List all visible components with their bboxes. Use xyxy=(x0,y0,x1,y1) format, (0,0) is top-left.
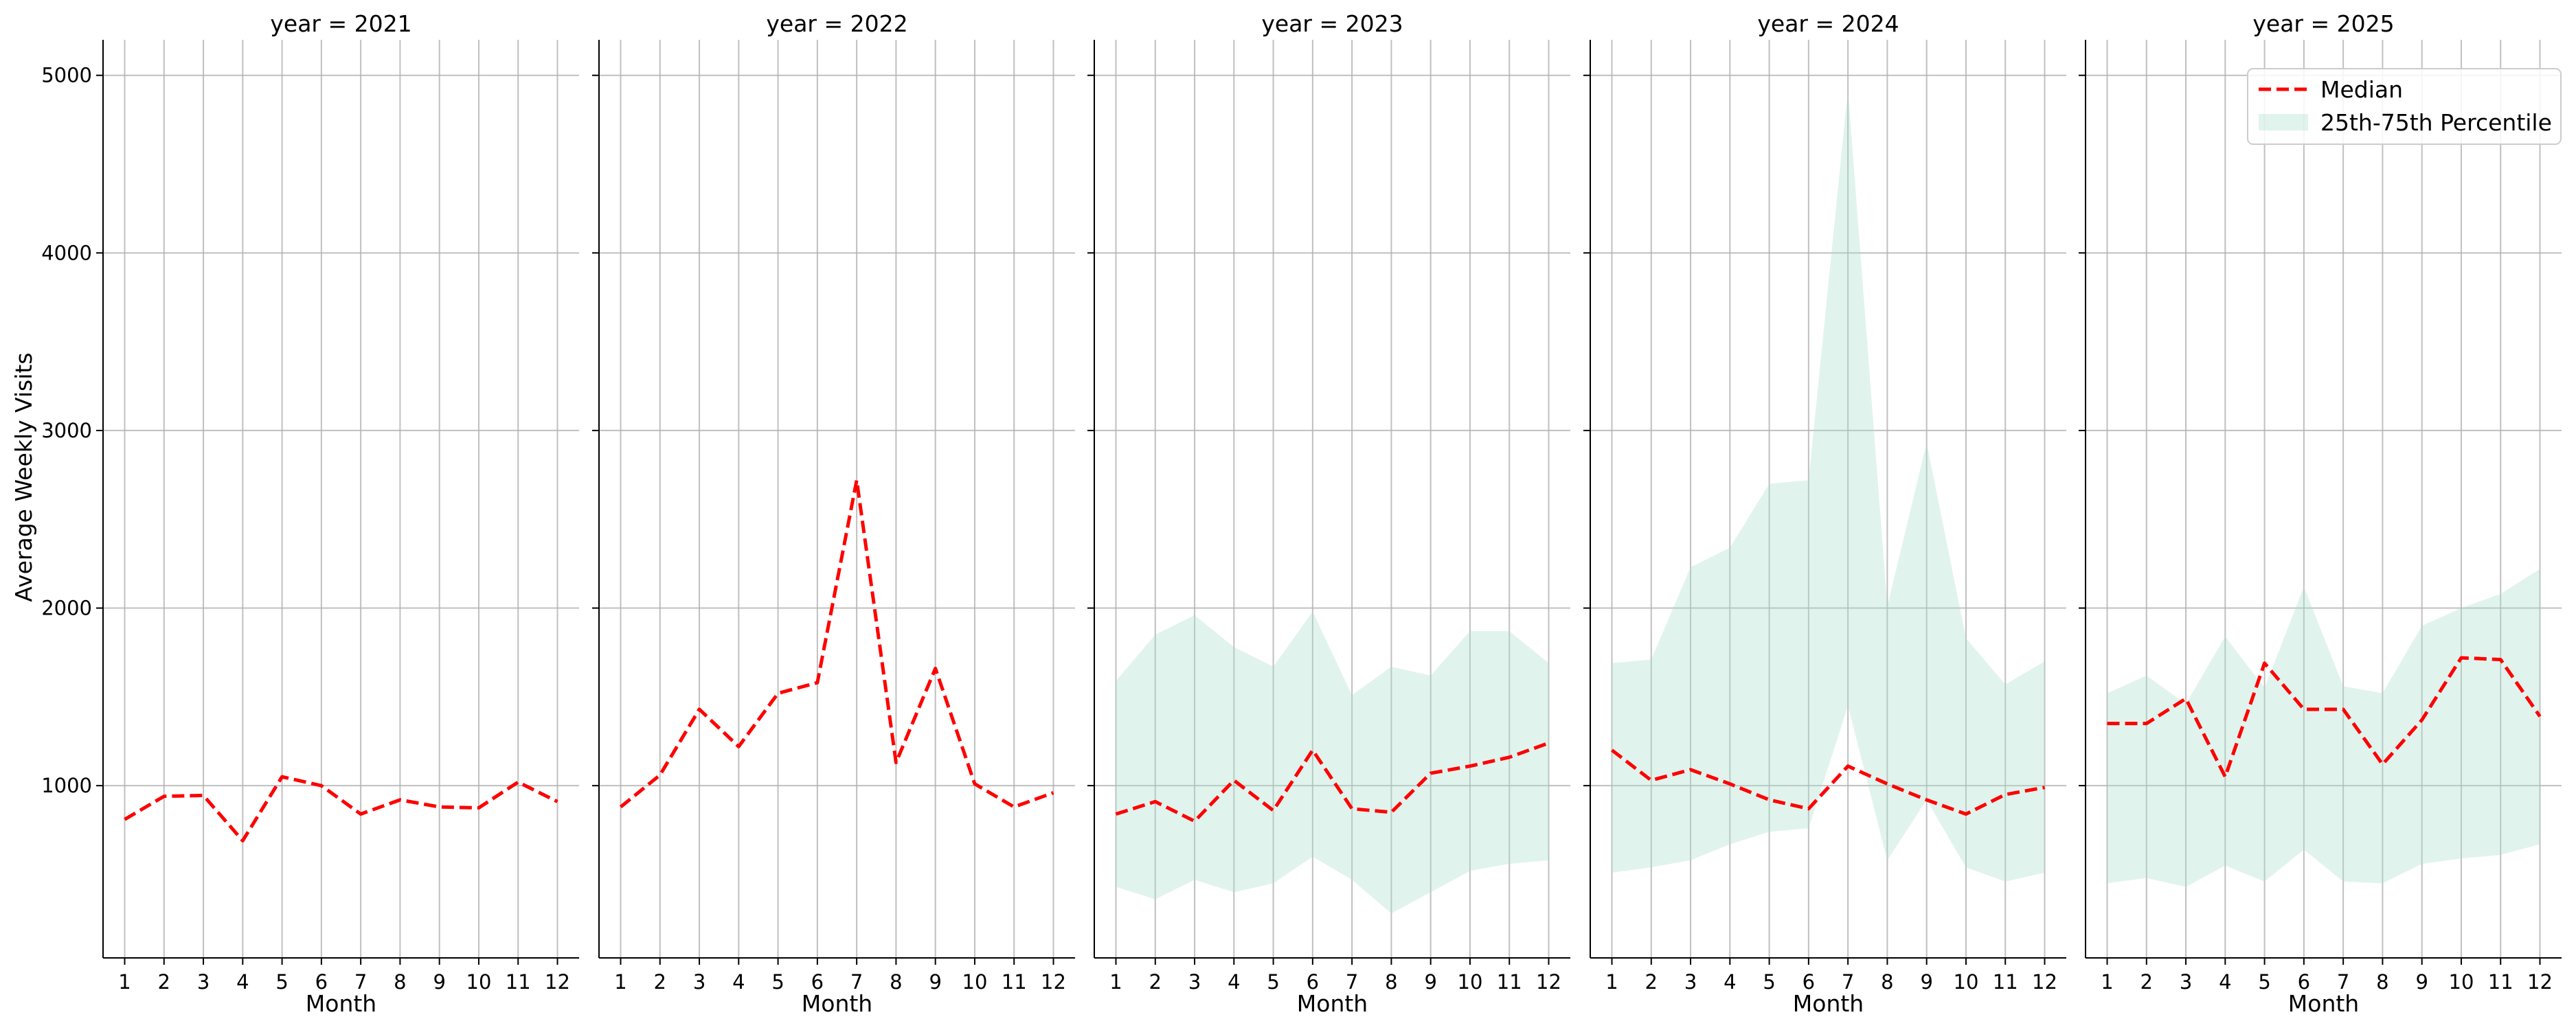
x-tick-label: 1 xyxy=(1605,970,1618,994)
x-tick-label: 3 xyxy=(197,970,210,994)
panel-1: 1 2 3 4 5 6 7 8 9 10 11 1210002000300040005000year … xyxy=(41,10,579,1017)
x-tick-label: 1 xyxy=(1109,970,1122,994)
x-tick-label: 4 xyxy=(2219,970,2231,994)
legend-band-swatch xyxy=(2259,114,2308,130)
x-tick-label: 4 xyxy=(236,970,249,994)
x-tick-label: 8 xyxy=(1881,970,1893,994)
y-tick-label: 5000 xyxy=(41,64,92,87)
x-tick-label: 11 xyxy=(1002,970,1027,994)
legend: Median 25th-75th Percentile xyxy=(2247,68,2562,145)
x-tick-label: 9 xyxy=(1920,970,1932,994)
x-tick-label: 4 xyxy=(1724,970,1736,994)
x-tick-label: 1 xyxy=(614,970,626,994)
median-line xyxy=(1115,741,1550,823)
x-tick-label: 12 xyxy=(1536,970,1561,994)
x-tick-label: 6 xyxy=(1803,970,1815,994)
x-tick-label: 7 xyxy=(354,970,367,994)
x-tick-label: 2 xyxy=(1645,970,1658,994)
x-tick-label: 8 xyxy=(1385,970,1397,994)
x-axis-label: Month xyxy=(2288,990,2359,1017)
x-tick-label: 7 xyxy=(1842,970,1854,994)
x-tick-label: 12 xyxy=(2032,970,2057,994)
y-tick-label: 1000 xyxy=(41,774,92,797)
x-tick-label: 7 xyxy=(850,970,863,994)
x-tick-label: 3 xyxy=(2180,970,2192,994)
x-tick-label: 2 xyxy=(2140,970,2153,994)
y-tick-label: 4000 xyxy=(41,241,92,264)
y-axis-label: Average Weekly Visits xyxy=(10,352,37,602)
x-tick-label: 3 xyxy=(693,970,705,994)
x-tick-label: 11 xyxy=(2488,970,2513,994)
percentile-band xyxy=(1612,89,2045,882)
x-tick-label: 10 xyxy=(962,970,988,994)
panel-title: year = 2025 xyxy=(2252,10,2394,37)
x-tick-label: 9 xyxy=(2415,970,2428,994)
x-tick-label: 3 xyxy=(1188,970,1201,994)
x-tick-label: 5 xyxy=(275,970,288,994)
median-line xyxy=(619,478,1054,809)
x-tick-label: 12 xyxy=(545,970,570,994)
x-tick-label: 3 xyxy=(1684,970,1697,994)
percentile-band xyxy=(1116,611,1549,914)
x-tick-label: 1 xyxy=(118,970,131,994)
x-tick-label: 7 xyxy=(2337,970,2349,994)
legend-median-label: Median xyxy=(2320,76,2403,103)
median-line xyxy=(1610,748,2045,816)
x-tick-label: 11 xyxy=(506,970,531,994)
x-tick-label: 8 xyxy=(394,970,406,994)
y-tick-label: 2000 xyxy=(41,597,92,620)
x-tick-label: 6 xyxy=(811,970,824,994)
x-tick-label: 6 xyxy=(1307,970,1319,994)
x-tick-label: 5 xyxy=(1763,970,1775,994)
x-tick-label: 11 xyxy=(1993,970,2018,994)
x-tick-label: 10 xyxy=(466,970,492,994)
panel-title: year = 2023 xyxy=(1261,10,1403,37)
y-tick-label: 3000 xyxy=(41,419,92,442)
legend-band-label: 25th-75th Percentile xyxy=(2320,109,2552,136)
x-tick-label: 6 xyxy=(2298,970,2310,994)
x-tick-label: 1 xyxy=(2101,970,2113,994)
x-tick-label: 6 xyxy=(315,970,328,994)
x-tick-label: 7 xyxy=(1346,970,1358,994)
x-tick-label: 12 xyxy=(2527,970,2553,994)
x-tick-label: 2 xyxy=(654,970,666,994)
x-tick-label: 4 xyxy=(1228,970,1240,994)
x-axis-label: Month xyxy=(802,990,872,1017)
x-tick-label: 9 xyxy=(1424,970,1436,994)
x-tick-label: 4 xyxy=(732,970,745,994)
chart-panels: 1 2 3 4 5 6 7 8 9 10 11 1210002000300040005000year … xyxy=(41,10,2562,1017)
x-tick-label: 11 xyxy=(1497,970,1522,994)
x-tick-label: 12 xyxy=(1041,970,1066,994)
x-axis-label: Month xyxy=(1297,990,1368,1017)
x-tick-label: 8 xyxy=(2376,970,2388,994)
x-tick-label: 9 xyxy=(433,970,445,994)
x-tick-label: 5 xyxy=(2258,970,2270,994)
percentile-band xyxy=(2107,569,2540,887)
panel-title: year = 2024 xyxy=(1757,10,1899,37)
x-tick-label: 5 xyxy=(771,970,784,994)
x-axis-label: Month xyxy=(306,990,376,1017)
x-tick-label: 9 xyxy=(929,970,941,994)
x-tick-label: 2 xyxy=(158,970,170,994)
panel-title: year = 2022 xyxy=(766,10,907,37)
panel-title: year = 2021 xyxy=(270,10,411,37)
x-tick-label: 2 xyxy=(1149,970,1162,994)
x-axis-label: Month xyxy=(1793,990,1864,1017)
x-tick-label: 5 xyxy=(1267,970,1279,994)
x-tick-label: 10 xyxy=(1458,970,1483,994)
median-line xyxy=(124,775,558,843)
x-tick-label: 10 xyxy=(1954,970,1979,994)
legend-frame xyxy=(2247,68,2562,145)
x-tick-label: 10 xyxy=(2449,970,2474,994)
median-line xyxy=(2107,656,2542,779)
x-tick-label: 8 xyxy=(890,970,902,994)
